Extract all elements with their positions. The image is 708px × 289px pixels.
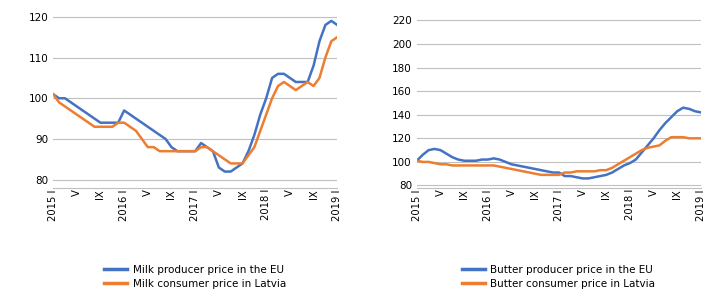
Legend: Butter producer price in the EU, Butter consumer price in Latvia: Butter producer price in the EU, Butter … — [462, 265, 656, 289]
Legend: Milk producer price in the EU, Milk consumer price in Latvia: Milk producer price in the EU, Milk cons… — [105, 265, 286, 289]
